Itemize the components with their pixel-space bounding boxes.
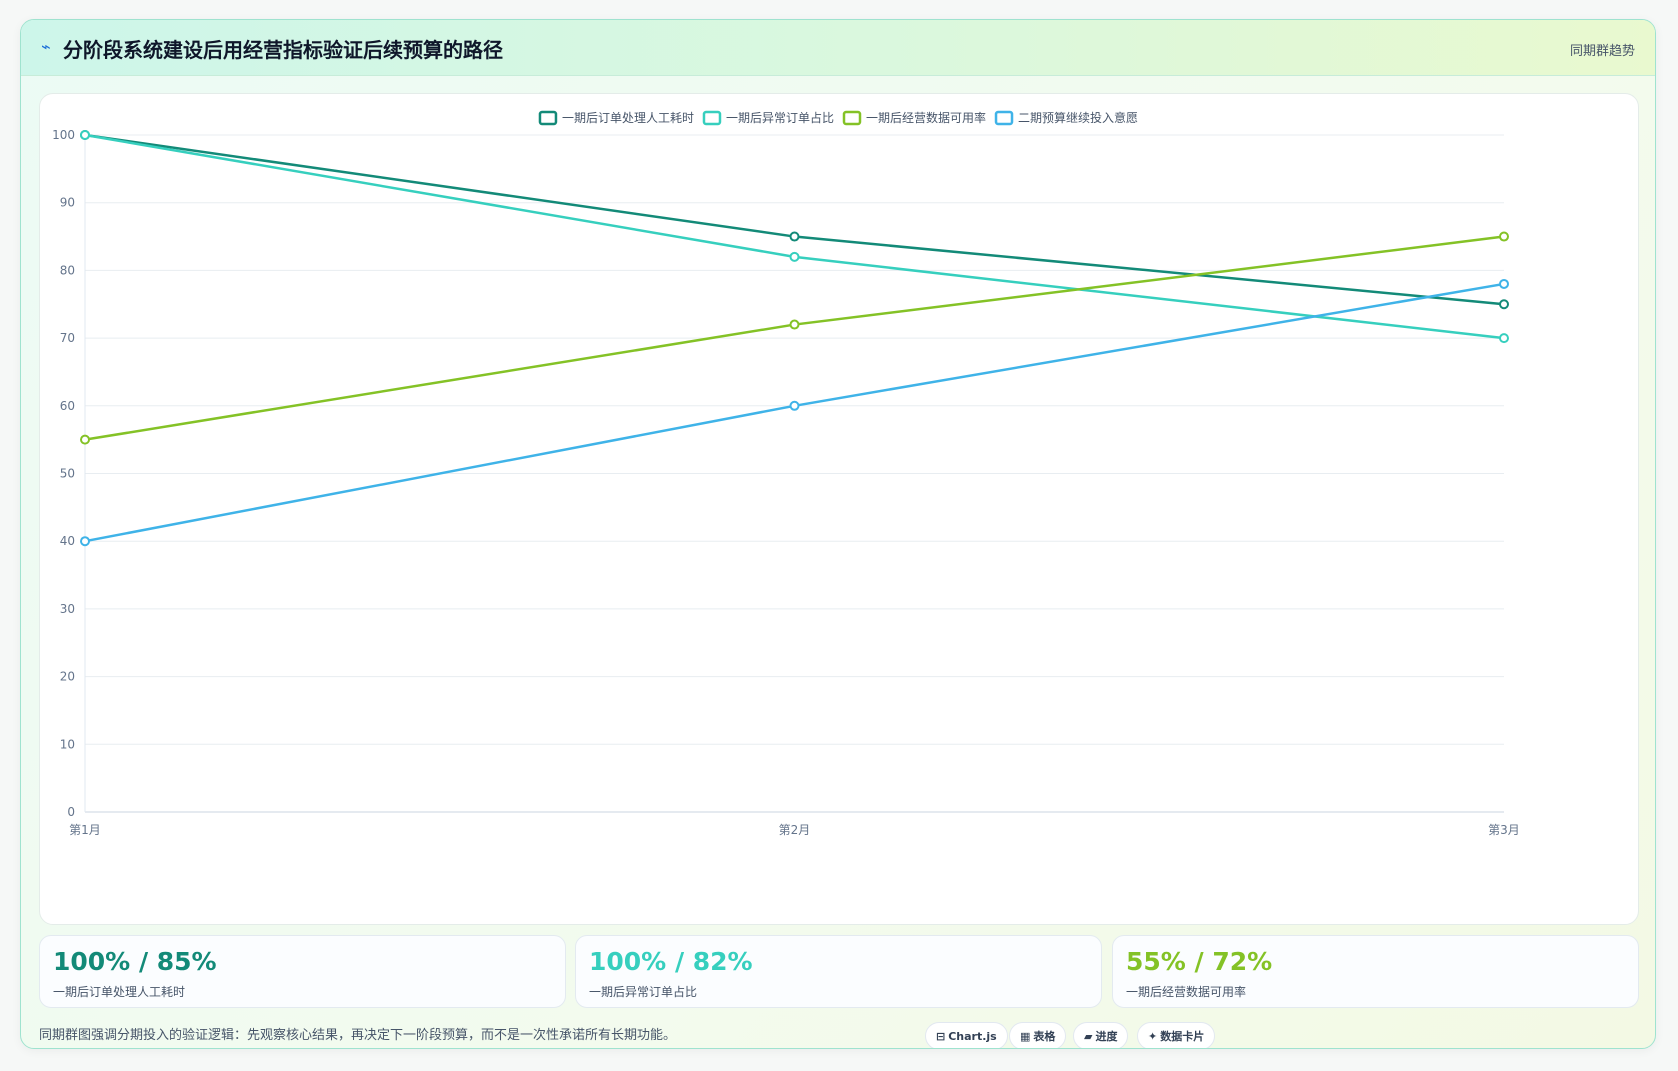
y-tick-label: 70 (60, 331, 75, 345)
legend-item[interactable]: 一期后订单处理人工耗时 (538, 110, 694, 126)
chip-data-card[interactable]: ✦ 数据卡片 (1137, 1022, 1216, 1048)
series-line (84, 133, 1505, 306)
footer-note: 同期群图强调分期投入的验证逻辑：先观察核心结果，再决定下一阶段预算，而不是一次性… (39, 1028, 677, 1043)
legend-swatch (538, 110, 558, 126)
chart-card: ⌁ 分阶段系统建设后用经营指标验证后续预算的路径 同期群趋势 0 10 20 30 40… (20, 19, 1656, 1049)
stat-cards: 100% / 85% 一期后订单处理人工耗时 100% / 82% 一期后异常订… (39, 935, 1639, 1008)
chip-table[interactable]: ▦ 表格 (1009, 1022, 1067, 1048)
data-point[interactable] (1499, 231, 1509, 242)
y-tick-label: 50 (60, 467, 75, 481)
data-point[interactable] (1499, 278, 1509, 289)
y-tick-label: 100 (52, 128, 75, 142)
chip-label: Chart.js (948, 1030, 997, 1043)
card-header: ⌁ 分阶段系统建设后用经营指标验证后续预算的路径 同期群趋势 (21, 20, 1655, 76)
table-icon: ▦ (1020, 1030, 1031, 1043)
data-point[interactable] (80, 536, 90, 547)
y-tick-label: 60 (60, 399, 75, 413)
x-tick-label: 第2月 (779, 823, 811, 837)
y-tick-label: 0 (67, 805, 75, 819)
chip-label: 数据卡片 (1160, 1030, 1205, 1043)
chip-label: 表格 (1033, 1030, 1056, 1043)
stat-label: 一期后订单处理人工耗时 (53, 985, 186, 999)
line-chart: 0 10 20 30 40 50 60 70 80 90 100 第1月 第2月 第3月 一期后订单处理人… (52, 110, 1520, 837)
stat-label: 一期后经营数据可用率 (1126, 985, 1247, 999)
chip-label: 进度 (1095, 1030, 1118, 1043)
chip-chartjs[interactable]: ⊟ Chart.js (925, 1022, 1008, 1048)
chart-panel: 0 10 20 30 40 50 60 70 80 90 100 第1月 第2月 第3月 一期后订单处理人… (39, 93, 1639, 925)
legend-swatch (702, 110, 722, 126)
legend-item[interactable]: 一期后异常订单占比 (702, 110, 834, 126)
chart-type-tag: 同期群趋势 (1569, 44, 1635, 59)
legend-item[interactable]: 二期预算继续投入意愿 (994, 110, 1138, 126)
data-point[interactable] (80, 434, 90, 445)
chart-icon: ⊟ (936, 1030, 946, 1043)
stat-card: 100% / 85% 一期后订单处理人工耗时 (39, 935, 566, 1008)
y-tick-label: 90 (60, 196, 75, 210)
x-tick-label: 第3月 (1488, 823, 1520, 837)
sparkle-icon: ✦ (1148, 1030, 1158, 1043)
data-point[interactable] (789, 231, 800, 242)
y-tick-label: 80 (60, 263, 75, 277)
legend-label: 二期预算继续投入意愿 (1018, 110, 1138, 125)
data-point[interactable] (1499, 333, 1509, 344)
legend-swatch (994, 110, 1014, 126)
stat-value: 100% / 85% (53, 947, 217, 976)
data-point[interactable] (789, 319, 800, 330)
trend-icon: ⌁ (41, 37, 51, 56)
stat-value: 55% / 72% (1126, 947, 1273, 976)
legend-label: 一期后异常订单占比 (726, 110, 834, 125)
y-tick-label: 40 (60, 534, 75, 548)
stat-card: 55% / 72% 一期后经营数据可用率 (1112, 935, 1639, 1008)
data-point[interactable] (80, 130, 90, 140)
data-point[interactable] (1499, 299, 1509, 310)
stat-label: 一期后异常订单占比 (589, 985, 698, 999)
data-point[interactable] (789, 251, 800, 262)
page-title: 分阶段系统建设后用经营指标验证后续预算的路径 (63, 38, 503, 62)
chip-progress[interactable]: ▰ 进度 (1073, 1022, 1129, 1048)
y-tick-label: 30 (60, 602, 75, 616)
progress-icon: ▰ (1084, 1030, 1093, 1043)
y-tick-label: 10 (60, 737, 75, 751)
stat-value: 100% / 82% (589, 947, 753, 976)
legend-item[interactable]: 一期后经营数据可用率 (842, 110, 986, 126)
y-tick-label: 20 (60, 670, 75, 684)
x-tick-label: 第1月 (69, 823, 101, 837)
stat-card: 100% / 82% 一期后异常订单占比 (575, 935, 1102, 1008)
legend-label: 一期后订单处理人工耗时 (562, 111, 694, 125)
legend-swatch (842, 110, 862, 126)
legend-label: 一期后经营数据可用率 (866, 110, 986, 125)
data-point[interactable] (789, 400, 800, 411)
